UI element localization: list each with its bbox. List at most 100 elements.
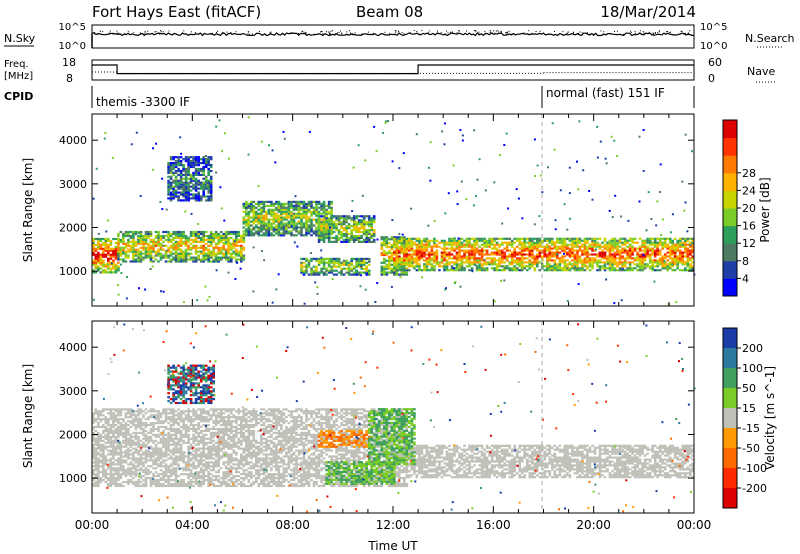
power-cell bbox=[390, 263, 394, 266]
velocity-cell bbox=[127, 471, 130, 474]
power-cell bbox=[648, 265, 652, 268]
power-cell bbox=[385, 271, 389, 274]
power-cell bbox=[322, 218, 326, 221]
nsearch-point bbox=[222, 31, 224, 33]
velocity-cell bbox=[144, 412, 148, 415]
power-cell bbox=[187, 167, 190, 171]
power-cell bbox=[207, 164, 210, 167]
power-cell bbox=[270, 222, 273, 225]
power-cell bbox=[405, 267, 409, 270]
power-cell bbox=[531, 239, 534, 242]
power-cell bbox=[290, 202, 293, 205]
power-cell bbox=[663, 241, 667, 244]
power-cell bbox=[465, 259, 469, 262]
power-cell bbox=[302, 212, 306, 215]
power-cell bbox=[362, 229, 366, 232]
power-cell bbox=[616, 247, 619, 250]
power-cell bbox=[174, 160, 178, 163]
power-cell bbox=[182, 181, 185, 184]
power-cell bbox=[623, 269, 627, 272]
power-cell bbox=[172, 242, 175, 245]
power-cell bbox=[270, 200, 273, 203]
power-cell bbox=[312, 224, 316, 227]
power-cell bbox=[488, 243, 491, 246]
power-cell bbox=[618, 259, 622, 262]
power-cell bbox=[355, 234, 358, 238]
nsearch-point bbox=[657, 32, 659, 34]
power-cell bbox=[623, 259, 627, 262]
nsearch-point bbox=[305, 32, 307, 34]
power-cell bbox=[395, 267, 399, 270]
power-cell bbox=[204, 183, 208, 186]
power-cell bbox=[184, 248, 188, 251]
power-cell bbox=[297, 210, 301, 213]
velocity-cell bbox=[152, 463, 155, 466]
power-cell bbox=[179, 183, 183, 186]
power-cell bbox=[322, 204, 326, 207]
power-cell bbox=[310, 252, 313, 254]
power-cell bbox=[194, 244, 198, 247]
power-cell bbox=[513, 237, 516, 240]
power-cell bbox=[390, 255, 394, 258]
power-cell bbox=[408, 241, 411, 244]
power-cell bbox=[618, 239, 622, 242]
power-cell bbox=[305, 269, 308, 272]
power-cell bbox=[573, 249, 577, 252]
velocity-cell bbox=[124, 408, 128, 411]
power-cell bbox=[252, 234, 256, 237]
power-cell bbox=[405, 247, 409, 250]
velocity-cell bbox=[102, 451, 105, 454]
nave-right-tick-bottom: 0 bbox=[708, 72, 715, 85]
velocity-cell bbox=[144, 429, 148, 433]
power-cell bbox=[184, 160, 188, 163]
power-cell bbox=[372, 232, 376, 236]
power-cell bbox=[97, 232, 100, 235]
power-cell bbox=[114, 237, 118, 241]
power-cell bbox=[252, 246, 255, 249]
velocity-cell bbox=[94, 455, 98, 458]
power-cell bbox=[435, 239, 439, 242]
power-cell bbox=[129, 240, 133, 243]
power-cell bbox=[345, 225, 348, 228]
velocity-cell bbox=[134, 424, 138, 427]
power-cell bbox=[219, 246, 223, 249]
power-cell bbox=[280, 234, 283, 237]
power-cell bbox=[117, 242, 120, 245]
power-cell bbox=[260, 140, 263, 143]
velocity-cell bbox=[124, 441, 128, 444]
power-cell bbox=[167, 162, 170, 165]
power-cell bbox=[295, 202, 298, 205]
power-cell bbox=[282, 234, 286, 237]
power-cell bbox=[204, 252, 208, 255]
power-cell bbox=[149, 230, 153, 234]
power-cell bbox=[157, 248, 160, 251]
velocity-cell bbox=[149, 455, 153, 458]
nsearch-point bbox=[603, 34, 605, 35]
velocity-cell bbox=[92, 455, 95, 458]
power-cell bbox=[663, 260, 666, 263]
power-cell bbox=[689, 267, 692, 270]
velocity-cell bbox=[132, 439, 135, 442]
power-cell bbox=[360, 271, 363, 274]
velocity-cell bbox=[99, 480, 103, 484]
power-cell bbox=[104, 263, 108, 266]
power-cell bbox=[129, 236, 133, 239]
power-cell bbox=[631, 245, 634, 248]
velocity-cell bbox=[144, 459, 148, 462]
power-cell bbox=[302, 222, 306, 225]
velocity-cell bbox=[104, 416, 108, 419]
power-cell bbox=[187, 164, 190, 167]
power-cell bbox=[571, 249, 574, 252]
velocity-cell bbox=[102, 465, 105, 468]
power-cell bbox=[92, 243, 95, 246]
power-cell bbox=[315, 214, 318, 217]
power-cell bbox=[169, 234, 173, 238]
nsearch-point bbox=[669, 31, 671, 33]
power-cell bbox=[581, 249, 584, 252]
power-cell bbox=[483, 237, 486, 240]
power-cell bbox=[588, 257, 592, 260]
power-cell bbox=[189, 165, 193, 169]
power-cell bbox=[317, 229, 321, 232]
power-cell bbox=[202, 258, 205, 261]
power-cell bbox=[430, 251, 434, 254]
